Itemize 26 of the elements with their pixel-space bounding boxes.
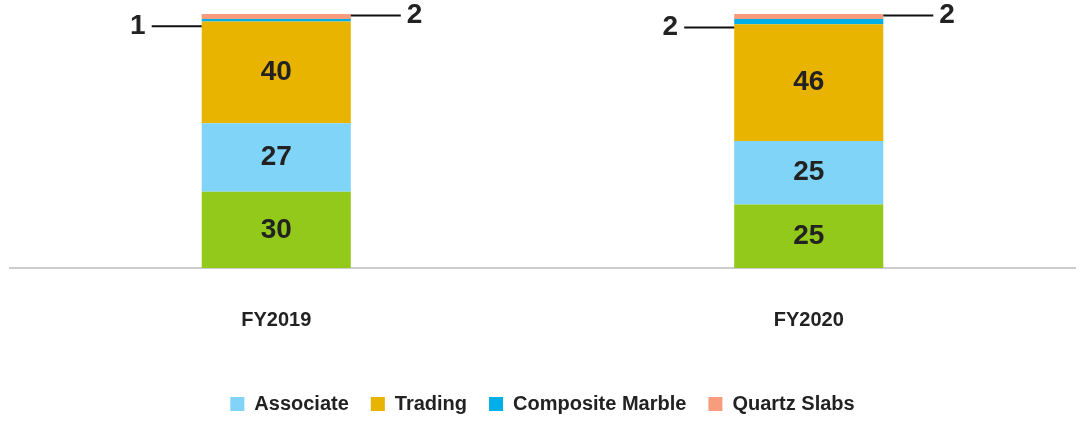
bar	[734, 141, 884, 205]
data-label: 46	[793, 65, 825, 97]
bar	[734, 19, 884, 25]
legend-label: Trading	[394, 391, 468, 414]
bar	[201, 21, 351, 124]
bar	[734, 24, 884, 141]
legend-label: Quartz Slabs	[732, 391, 855, 414]
bar	[201, 19, 351, 22]
x-tick-label: FY2020	[773, 307, 844, 330]
data-label: 2	[406, 0, 423, 30]
bar	[734, 204, 884, 268]
bar	[201, 191, 351, 268]
legend-label: Associate	[254, 391, 349, 414]
data-label: 27	[260, 140, 292, 172]
data-label: 25	[793, 218, 825, 250]
bar	[734, 14, 884, 20]
data-label: 40	[260, 55, 292, 87]
x-tick-label: FY2019	[241, 307, 312, 330]
bar	[201, 123, 351, 192]
data-label: 2	[662, 10, 679, 42]
data-label: 25	[793, 155, 825, 187]
data-label: 1	[130, 9, 146, 41]
bar	[201, 14, 351, 20]
legend-label: Composite Marble	[513, 391, 687, 414]
data-label: 30	[260, 212, 292, 244]
data-label: 2	[939, 0, 955, 30]
